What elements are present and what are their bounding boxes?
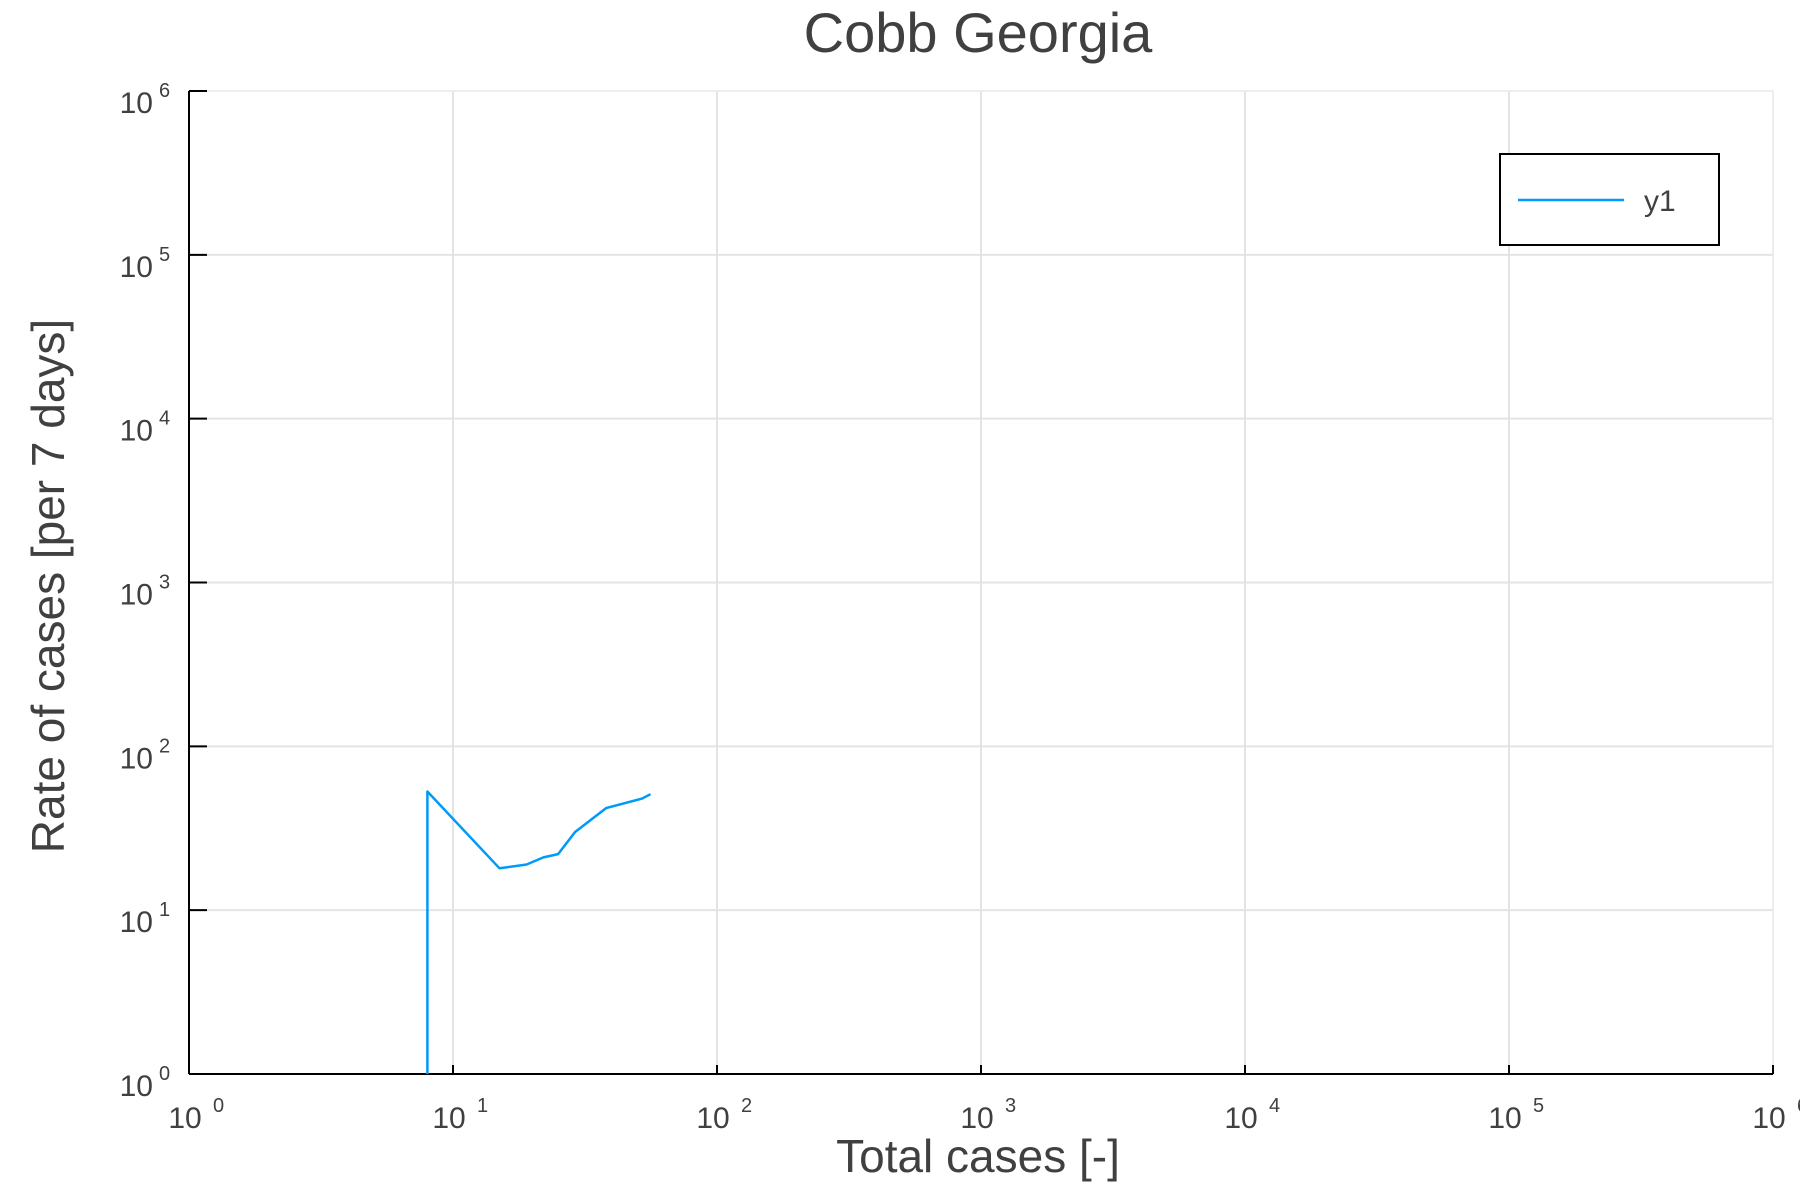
y-tick-exponent: 5 xyxy=(159,244,170,266)
y-axis-label: Rate of cases [per 7 days] xyxy=(22,319,74,853)
grid xyxy=(189,91,1773,1074)
x-tick-exponent: 2 xyxy=(741,1095,752,1117)
x-tick-label: 10 xyxy=(168,1102,201,1135)
x-tick-exponent: 0 xyxy=(213,1095,224,1117)
y-tick-label: 10 xyxy=(120,87,153,120)
y-tick-label: 10 xyxy=(120,415,153,448)
y-tick-label: 10 xyxy=(120,251,153,284)
y-tick-label: 10 xyxy=(120,579,153,612)
x-tick-exponent: 4 xyxy=(1269,1095,1280,1117)
y-axis-ticks: 10 0 10 1 10 2 10 3 10 4 10 5 10 6 xyxy=(120,80,207,1103)
y-tick-exponent: 0 xyxy=(159,1063,170,1085)
x-tick-exponent: 1 xyxy=(477,1095,488,1117)
x-tick-label: 10 xyxy=(1488,1102,1521,1135)
series-line-y1 xyxy=(426,790,652,1074)
y-tick-exponent: 3 xyxy=(159,572,170,594)
y-tick-exponent: 2 xyxy=(159,735,170,757)
x-tick-label: 10 xyxy=(1752,1102,1785,1135)
y-tick-exponent: 6 xyxy=(159,80,170,102)
x-axis-label: Total cases [-] xyxy=(836,1130,1120,1182)
x-axis-ticks: 10 0 10 1 10 2 10 3 10 4 10 5 10 6 xyxy=(168,1065,1800,1135)
x-tick-label: 10 xyxy=(696,1102,729,1135)
y-tick-exponent: 1 xyxy=(159,899,170,921)
y-tick-exponent: 4 xyxy=(159,408,170,430)
x-tick-exponent: 6 xyxy=(1797,1095,1800,1117)
legend: y1 xyxy=(1499,153,1720,246)
chart-title: Cobb Georgia xyxy=(804,1,1154,64)
y-tick-label: 10 xyxy=(120,742,153,775)
y-tick-label: 10 xyxy=(120,906,153,939)
x-tick-exponent: 5 xyxy=(1533,1095,1544,1117)
x-tick-exponent: 3 xyxy=(1005,1095,1016,1117)
legend-label-y1: y1 xyxy=(1644,185,1676,218)
x-tick-label: 10 xyxy=(432,1102,465,1135)
series-layer xyxy=(426,790,652,1074)
y-tick-label: 10 xyxy=(120,1070,153,1103)
x-tick-label: 10 xyxy=(960,1102,993,1135)
x-tick-label: 10 xyxy=(1224,1102,1257,1135)
